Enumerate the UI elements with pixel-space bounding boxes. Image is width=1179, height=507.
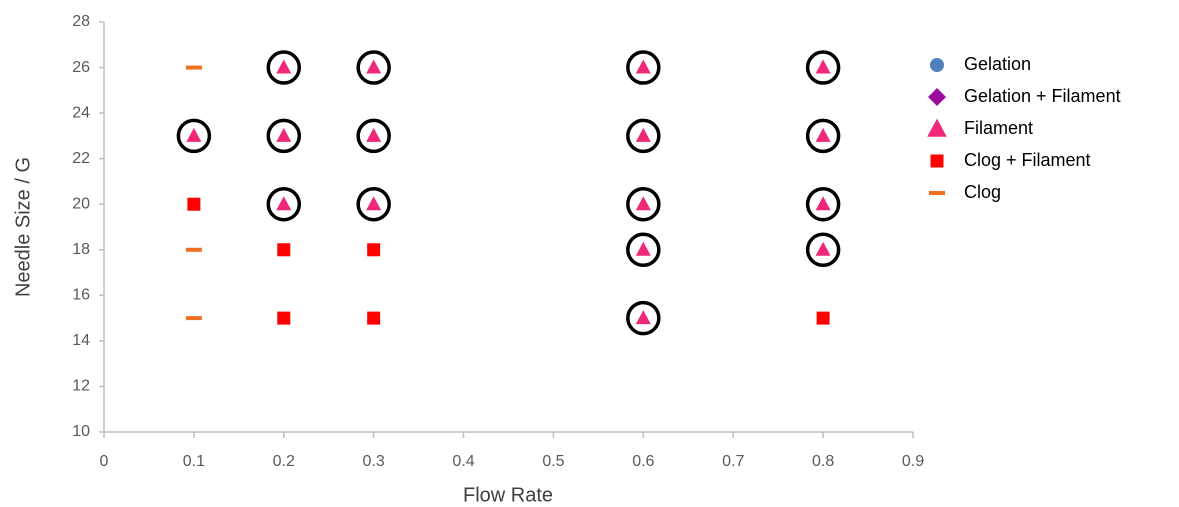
x-tick-label: 0 <box>100 453 109 470</box>
marker-triangle <box>635 310 651 325</box>
y-tick-label: 24 <box>72 104 90 121</box>
marker-dash <box>185 65 202 70</box>
x-tick-label: 0.1 <box>183 453 205 470</box>
legend-label: Gelation + Filament <box>964 86 1121 106</box>
x-tick-label: 0.9 <box>902 453 924 470</box>
x-tick-label: 0.3 <box>363 453 385 470</box>
marker-triangle <box>635 59 651 74</box>
y-tick-label: 16 <box>72 287 90 304</box>
marker-diamond <box>928 88 946 106</box>
marker-triangle <box>815 196 831 211</box>
legend-label: Gelation <box>964 54 1031 74</box>
marker-triangle <box>927 118 947 137</box>
y-tick-label: 12 <box>72 378 90 395</box>
marker-triangle <box>366 196 382 211</box>
marker-square <box>277 243 291 257</box>
marker-triangle <box>276 196 292 211</box>
marker-triangle <box>635 196 651 211</box>
x-tick-label: 0.2 <box>273 453 295 470</box>
marker-triangle <box>366 127 382 142</box>
x-tick-label: 0.8 <box>812 453 834 470</box>
marker-triangle <box>186 127 202 142</box>
y-tick-label: 26 <box>72 59 90 76</box>
y-tick-label: 14 <box>72 332 90 349</box>
marker-triangle <box>635 127 651 142</box>
marker-dash <box>929 191 945 195</box>
marker-circle <box>930 58 944 72</box>
marker-triangle <box>815 59 831 74</box>
x-tick-label: 0.7 <box>722 453 744 470</box>
marker-square <box>816 311 830 325</box>
legend-label: Clog + Filament <box>964 150 1091 170</box>
x-tick-label: 0.5 <box>542 453 564 470</box>
marker-dash <box>185 247 202 252</box>
marker-triangle <box>815 241 831 256</box>
marker-triangle <box>635 241 651 256</box>
y-tick-label: 18 <box>72 241 90 258</box>
marker-square <box>930 154 944 168</box>
marker-triangle <box>276 59 292 74</box>
legend-label: Filament <box>964 118 1033 138</box>
marker-square <box>277 311 291 325</box>
y-tick-label: 22 <box>72 150 90 167</box>
marker-triangle <box>276 127 292 142</box>
y-axis-title: Needle Size / G <box>12 157 34 297</box>
y-tick-label: 10 <box>72 423 90 440</box>
x-axis-title: Flow Rate <box>463 484 553 506</box>
marker-square <box>367 311 381 325</box>
x-tick-label: 0.4 <box>452 453 474 470</box>
y-tick-label: 28 <box>72 13 90 30</box>
legend-label: Clog <box>964 182 1001 202</box>
marker-triangle <box>366 59 382 74</box>
marker-square <box>187 197 201 211</box>
marker-triangle <box>815 127 831 142</box>
y-tick-label: 20 <box>72 195 90 212</box>
marker-dash <box>185 316 202 321</box>
marker-square <box>367 243 381 257</box>
x-tick-label: 0.6 <box>632 453 654 470</box>
